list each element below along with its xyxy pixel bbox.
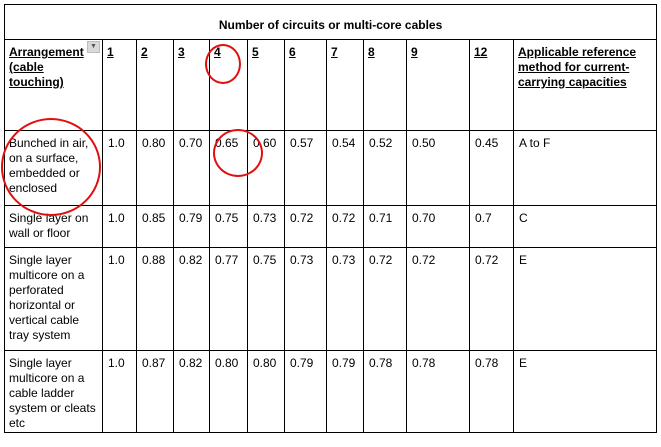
table-cell: 0.60 bbox=[247, 130, 285, 206]
table-cell: 0.50 bbox=[406, 130, 470, 206]
header-col-12: 12 bbox=[469, 39, 514, 131]
header-col-6: 6 bbox=[284, 39, 327, 131]
table-title-cell: Number of circuits or multi-core cables bbox=[3, 4, 658, 40]
method-cell: C bbox=[512, 205, 658, 248]
header-col-9: 9 bbox=[406, 39, 470, 131]
table-cell: 0.77 bbox=[209, 247, 248, 351]
table-cell: 0.57 bbox=[284, 130, 327, 206]
table-cell: 0.78 bbox=[406, 350, 470, 433]
table-cell: 0.65 bbox=[209, 130, 248, 206]
header-col-8: 8 bbox=[363, 39, 407, 131]
table-row: Single layer multicore on a perforated h… bbox=[4, 247, 658, 351]
table-cell: 0.82 bbox=[173, 350, 210, 433]
table-cell: 0.79 bbox=[173, 205, 210, 248]
table-cell: 0.70 bbox=[406, 205, 470, 248]
table-cell: 0.80 bbox=[136, 130, 174, 206]
table-cell: 0.54 bbox=[326, 130, 364, 206]
table-cell: 0.52 bbox=[363, 130, 407, 206]
table-cell: 0.75 bbox=[247, 247, 285, 351]
table-cell: 1.0 bbox=[102, 205, 137, 248]
table-cell: 0.70 bbox=[173, 130, 210, 206]
header-col-5: 5 bbox=[247, 39, 285, 131]
table-cell: 0.73 bbox=[326, 247, 364, 351]
header-row: Arrangement (cable touching) ▼ 1 2 3 4 5… bbox=[4, 39, 658, 131]
table-cell: 0.71 bbox=[363, 205, 407, 248]
derating-table: Number of circuits or multi-core cables … bbox=[3, 4, 658, 433]
title-row: Number of circuits or multi-core cables bbox=[3, 4, 658, 40]
table-cell: 0.72 bbox=[469, 247, 514, 351]
table-cell: 1.0 bbox=[102, 247, 137, 351]
method-cell: E bbox=[512, 247, 658, 351]
table-cell: 0.72 bbox=[284, 205, 327, 248]
table-row: Single layer on wall or floor 1.0 0.85 0… bbox=[4, 205, 658, 248]
header-col-7: 7 bbox=[326, 39, 364, 131]
header-arrangement[interactable]: Arrangement (cable touching) ▼ bbox=[4, 39, 103, 131]
table-title: Number of circuits or multi-core cables bbox=[218, 17, 443, 32]
table-row: Single layer multicore on a cable ladder… bbox=[4, 350, 658, 433]
header-col-2: 2 bbox=[136, 39, 174, 131]
table-cell: 1.0 bbox=[102, 130, 137, 206]
table-cell: 0.85 bbox=[136, 205, 174, 248]
row-label: Bunched in air, on a surface, embedded o… bbox=[4, 130, 103, 206]
table-cell: 0.87 bbox=[136, 350, 174, 433]
table-cell: 0.78 bbox=[469, 350, 514, 433]
table-cell: 0.80 bbox=[247, 350, 285, 433]
header-col-4: 4 bbox=[209, 39, 248, 131]
table-cell: 0.88 bbox=[136, 247, 174, 351]
header-reference-method: Applicable reference method for current-… bbox=[512, 39, 658, 131]
table-row: Bunched in air, on a surface, embedded o… bbox=[4, 130, 658, 206]
table-cell: 0.72 bbox=[406, 247, 470, 351]
table-cell: 0.73 bbox=[247, 205, 285, 248]
row-label: Single layer multicore on a cable ladder… bbox=[4, 350, 103, 433]
table-cell: 0.75 bbox=[209, 205, 248, 248]
table-cell: 1.0 bbox=[102, 350, 137, 433]
table-cell: 0.82 bbox=[173, 247, 210, 351]
dropdown-arrow-icon[interactable]: ▼ bbox=[87, 41, 100, 53]
header-col-1: 1 bbox=[102, 39, 137, 131]
table-cell: 0.45 bbox=[469, 130, 514, 206]
table-cell: 0.72 bbox=[326, 205, 364, 248]
method-cell: E bbox=[512, 350, 658, 433]
table-cell: 0.80 bbox=[209, 350, 248, 433]
header-col-3: 3 bbox=[173, 39, 210, 131]
row-label: Single layer on wall or floor bbox=[4, 205, 103, 248]
table-cell: 0.78 bbox=[363, 350, 407, 433]
table-cell: 0.7 bbox=[469, 205, 514, 248]
row-label: Single layer multicore on a perforated h… bbox=[4, 247, 103, 351]
table-cell: 0.79 bbox=[284, 350, 327, 433]
method-cell: A to F bbox=[512, 130, 658, 206]
table-cell: 0.72 bbox=[363, 247, 407, 351]
table-cell: 0.79 bbox=[326, 350, 364, 433]
table-cell: 0.73 bbox=[284, 247, 327, 351]
